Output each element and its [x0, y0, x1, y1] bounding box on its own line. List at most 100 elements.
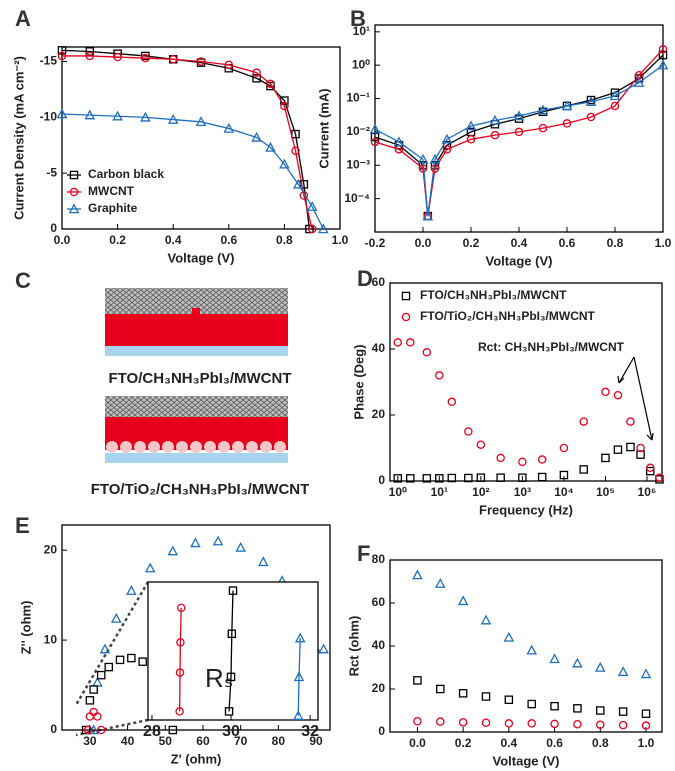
marker	[305, 224, 314, 234]
y-tick-label: 10¹	[353, 24, 370, 38]
plot-frame	[61, 46, 341, 230]
marker	[223, 122, 235, 133]
marker	[658, 45, 668, 54]
x-tick-label: 0.2	[463, 236, 480, 250]
series-line	[374, 48, 664, 217]
legend-marker	[401, 291, 411, 301]
y-tick-label: 20	[372, 681, 386, 695]
marker	[476, 473, 486, 482]
marker	[636, 443, 645, 453]
marker	[227, 629, 237, 639]
panel-letter: C	[15, 268, 31, 293]
y-tick-label: 20	[44, 542, 58, 556]
marker	[422, 210, 434, 221]
y-axis-title: Current Density (mA cm⁻²)	[11, 56, 26, 220]
panel-letter: B	[350, 6, 366, 31]
x-tick-label: 28	[143, 723, 161, 740]
marker	[126, 585, 137, 595]
series-line	[374, 64, 664, 217]
marker	[406, 474, 415, 483]
marker	[436, 717, 445, 726]
x-tick-label: 0.4	[501, 736, 518, 750]
marker	[96, 670, 106, 680]
y-tick-label: 20	[372, 407, 386, 421]
marker	[447, 473, 457, 483]
marker	[504, 719, 514, 728]
marker	[464, 473, 473, 483]
marker	[626, 417, 635, 426]
marker	[573, 704, 582, 713]
marker	[212, 535, 224, 546]
marker	[57, 46, 67, 55]
legend-label: Carbon black	[88, 167, 164, 181]
marker	[294, 632, 306, 643]
marker	[252, 74, 261, 83]
marker	[572, 657, 583, 668]
panel-b: B -0.2 0.0 0.2 0.4 0.6 0.8 1.0 10⁻⁴ 10⁻³ 10⁻² 10⁻¹ 1…	[316, 6, 671, 269]
marker	[89, 707, 98, 717]
marker	[489, 114, 501, 125]
marker	[465, 120, 477, 131]
marker	[83, 725, 93, 735]
marker	[393, 474, 403, 483]
x-tick-label: 90	[309, 734, 323, 748]
y-tick-label: 40	[372, 341, 386, 355]
x-tick-label: 0.6	[559, 236, 576, 250]
x-tick-label: 10⁰	[389, 485, 407, 499]
marker	[85, 696, 95, 705]
marker	[127, 653, 136, 663]
marker	[176, 603, 186, 613]
marker	[429, 153, 441, 164]
y-tick-label: 0	[50, 221, 57, 235]
marker	[370, 137, 380, 147]
marker	[228, 586, 238, 595]
x-tick-label: 0.8	[276, 233, 293, 247]
marker	[527, 699, 536, 709]
marker	[579, 417, 588, 426]
y-tick-label: 0	[378, 724, 385, 738]
marker	[481, 692, 491, 701]
series-line	[62, 55, 313, 230]
marker	[110, 612, 122, 623]
marker	[601, 387, 610, 397]
y-tick-label: 10⁰	[352, 57, 370, 71]
diagram-label: FTO/CH₃NH₃PbI₃/MWCNT	[108, 370, 291, 387]
x-tick-label: 80	[272, 734, 286, 748]
marker	[369, 123, 381, 134]
x-tick-label: 0.0	[409, 736, 426, 750]
x-tick-label: 0.6	[220, 233, 237, 247]
series-line	[178, 607, 182, 712]
marker	[306, 201, 318, 211]
x-tick-label: 10⁶	[638, 485, 657, 499]
x-tick-label: 30	[222, 723, 240, 740]
marker	[527, 719, 536, 728]
annotation-arrows	[617, 356, 654, 441]
marker	[550, 719, 559, 729]
marker	[104, 662, 113, 672]
marker	[526, 644, 538, 655]
marker	[626, 442, 635, 452]
y-tick-label: -10	[40, 110, 58, 124]
x-tick-label: 32	[301, 723, 319, 740]
marker	[480, 614, 492, 625]
marker	[318, 643, 329, 654]
marker	[596, 720, 605, 729]
marker	[596, 706, 605, 715]
marker	[646, 466, 655, 476]
x-tick-label: 1.0	[332, 233, 349, 247]
marker	[84, 109, 96, 120]
marker	[641, 709, 651, 718]
marker	[422, 474, 432, 483]
marker	[594, 661, 606, 672]
marker	[518, 473, 527, 482]
fto-layer	[105, 346, 288, 356]
marker	[549, 653, 560, 664]
marker	[115, 655, 125, 665]
x-tick-label: 1.0	[655, 236, 672, 250]
tio2-particles	[106, 441, 286, 453]
marker	[466, 135, 476, 144]
marker	[640, 668, 652, 679]
y-tick-label: 10	[44, 632, 58, 646]
perovskite-layer	[105, 314, 288, 346]
